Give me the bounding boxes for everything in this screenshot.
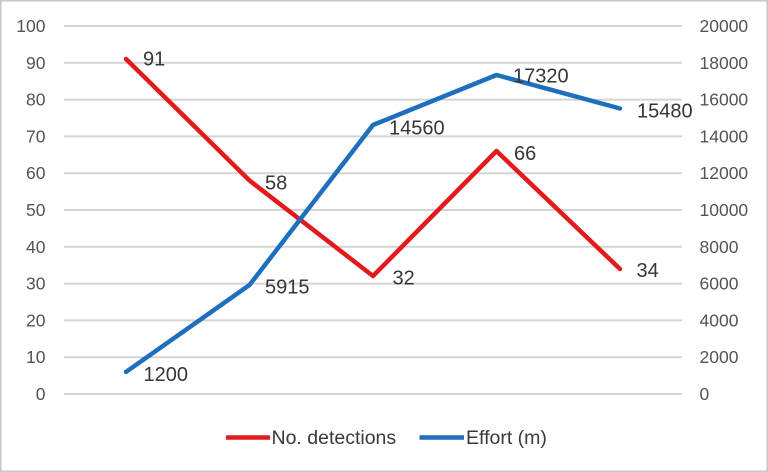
svg-text:100: 100	[16, 16, 45, 36]
svg-text:8000: 8000	[700, 237, 739, 257]
svg-text:2000: 2000	[700, 347, 739, 367]
svg-text:20: 20	[26, 310, 46, 330]
svg-text:40: 40	[26, 237, 46, 257]
svg-text:14560: 14560	[389, 118, 445, 140]
svg-text:12000: 12000	[700, 163, 749, 183]
svg-text:No. detections: No. detections	[272, 427, 397, 449]
svg-text:90: 90	[26, 53, 46, 73]
svg-text:66: 66	[514, 143, 536, 165]
svg-text:17320: 17320	[513, 66, 569, 88]
svg-text:30: 30	[26, 274, 46, 294]
svg-text:16000: 16000	[700, 90, 749, 110]
svg-text:70: 70	[26, 126, 46, 146]
svg-text:15480: 15480	[637, 101, 693, 123]
svg-text:34: 34	[637, 260, 659, 282]
svg-text:1200: 1200	[144, 364, 189, 386]
svg-text:80: 80	[26, 90, 46, 110]
svg-text:6000: 6000	[700, 274, 739, 294]
svg-text:32: 32	[393, 268, 415, 290]
svg-text:4000: 4000	[700, 310, 739, 330]
svg-text:10000: 10000	[700, 200, 749, 220]
svg-text:10: 10	[26, 347, 46, 367]
svg-text:50: 50	[26, 200, 46, 220]
svg-text:0: 0	[700, 384, 710, 404]
svg-text:Effort (m): Effort (m)	[466, 427, 547, 449]
svg-text:91: 91	[143, 49, 165, 71]
svg-text:60: 60	[26, 163, 46, 183]
svg-text:14000: 14000	[700, 126, 749, 146]
svg-text:58: 58	[265, 173, 287, 195]
svg-text:5915: 5915	[265, 277, 310, 299]
svg-text:20000: 20000	[700, 16, 749, 36]
svg-text:0: 0	[36, 384, 46, 404]
svg-text:18000: 18000	[700, 53, 749, 73]
